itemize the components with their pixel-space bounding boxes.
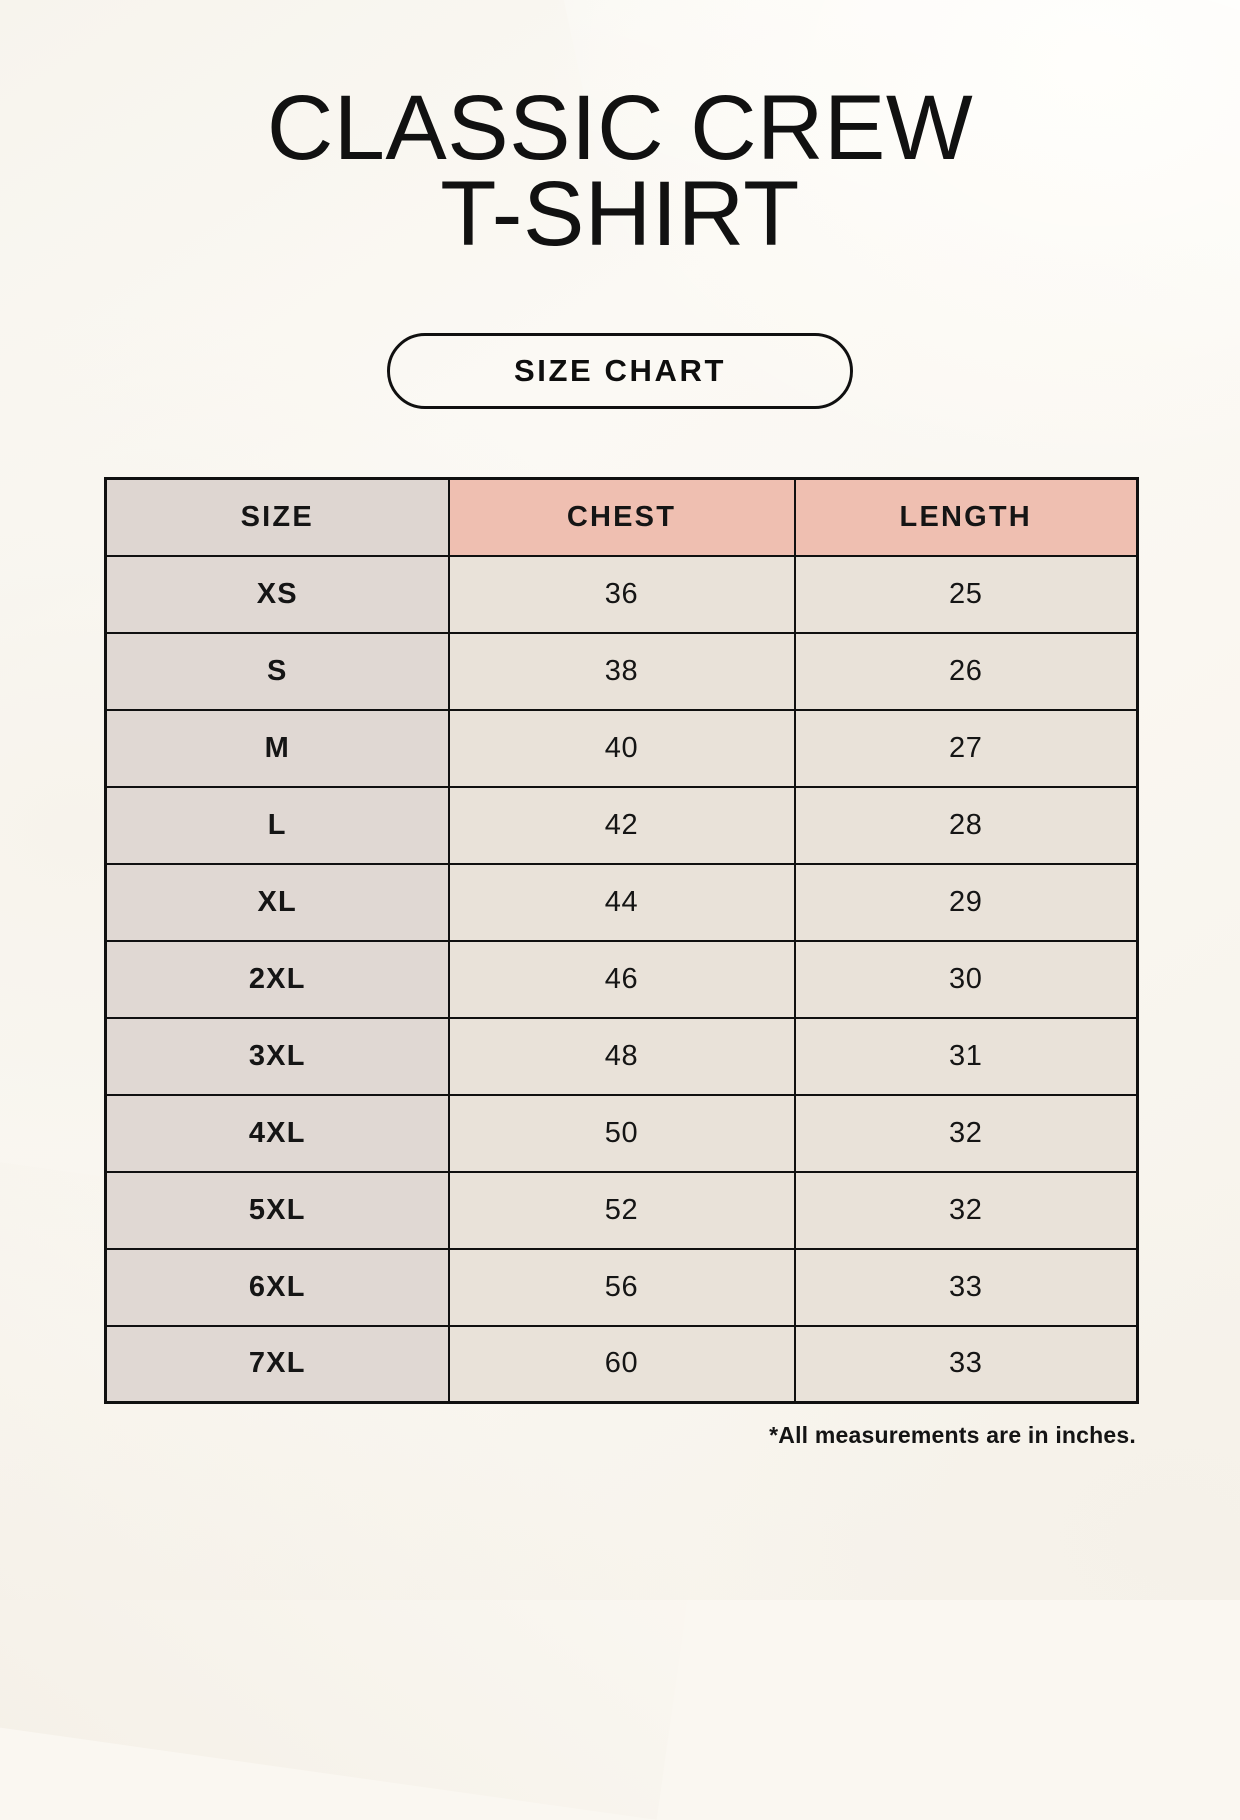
table-row: 6XL 56 33	[104, 1247, 1139, 1327]
cell-length: 26	[793, 631, 1139, 711]
size-chart-badge: SIZE CHART	[387, 333, 853, 410]
cell-chest: 42	[447, 785, 796, 865]
cell-size: M	[104, 708, 450, 788]
cell-size: L	[104, 785, 450, 865]
cell-chest: 46	[447, 939, 796, 1019]
badge-row: SIZE CHART	[0, 333, 1240, 410]
cell-size: 3XL	[104, 1016, 450, 1096]
table-row: M 40 27	[104, 708, 1139, 788]
cell-length: 27	[793, 708, 1139, 788]
page-title: CLASSIC CREW T-SHIRT	[240, 82, 1000, 260]
cell-length: 33	[793, 1324, 1139, 1404]
cell-length: 32	[793, 1093, 1139, 1173]
cell-chest: 56	[447, 1247, 796, 1327]
cell-chest: 40	[447, 708, 796, 788]
table-row: 5XL 52 32	[104, 1170, 1139, 1250]
cell-size: S	[104, 631, 450, 711]
cell-size: 6XL	[104, 1247, 450, 1327]
size-table-body: XS 36 25 S 38 26 M 40 27 L 42 28	[104, 554, 1139, 1404]
page-title-line-2: T-SHIRT	[440, 162, 800, 265]
cell-length: 29	[793, 862, 1139, 942]
cell-chest: 48	[447, 1016, 796, 1096]
cell-size: 7XL	[104, 1324, 450, 1404]
cell-size: XS	[104, 554, 450, 634]
table-row: 2XL 46 30	[104, 939, 1139, 1019]
size-chart-page: CLASSIC CREW T-SHIRT SIZE CHART SIZE CHE…	[0, 0, 1240, 1449]
table-row: S 38 26	[104, 631, 1139, 711]
column-header-size: SIZE	[104, 477, 450, 557]
cell-size: 2XL	[104, 939, 450, 1019]
cell-size: 4XL	[104, 1093, 450, 1173]
cell-length: 25	[793, 554, 1139, 634]
cell-size: 5XL	[104, 1170, 450, 1250]
table-header-row: SIZE CHEST LENGTH	[104, 477, 1139, 557]
table-row: XS 36 25	[104, 554, 1139, 634]
table-row: L 42 28	[104, 785, 1139, 865]
cell-length: 31	[793, 1016, 1139, 1096]
cell-chest: 44	[447, 862, 796, 942]
size-table: SIZE CHEST LENGTH XS 36 25 S 38 26 M	[104, 477, 1139, 1405]
cell-size: XL	[104, 862, 450, 942]
cell-chest: 60	[447, 1324, 796, 1404]
cell-chest: 38	[447, 631, 796, 711]
cell-chest: 50	[447, 1093, 796, 1173]
size-table-container: SIZE CHEST LENGTH XS 36 25 S 38 26 M	[104, 477, 1139, 1405]
table-row: 4XL 50 32	[104, 1093, 1139, 1173]
title-block: CLASSIC CREW T-SHIRT	[0, 0, 1240, 260]
table-row: 7XL 60 33	[104, 1324, 1139, 1404]
table-row: XL 44 29	[104, 862, 1139, 942]
cell-length: 30	[793, 939, 1139, 1019]
cell-length: 33	[793, 1247, 1139, 1327]
cell-chest: 36	[447, 554, 796, 634]
cell-length: 28	[793, 785, 1139, 865]
column-header-length: LENGTH	[793, 477, 1139, 557]
measurements-footnote: *All measurements are in inches.	[769, 1422, 1136, 1449]
size-table-head: SIZE CHEST LENGTH	[104, 477, 1139, 557]
cell-chest: 52	[447, 1170, 796, 1250]
column-header-chest: CHEST	[447, 477, 796, 557]
cell-length: 32	[793, 1170, 1139, 1250]
table-row: 3XL 48 31	[104, 1016, 1139, 1096]
